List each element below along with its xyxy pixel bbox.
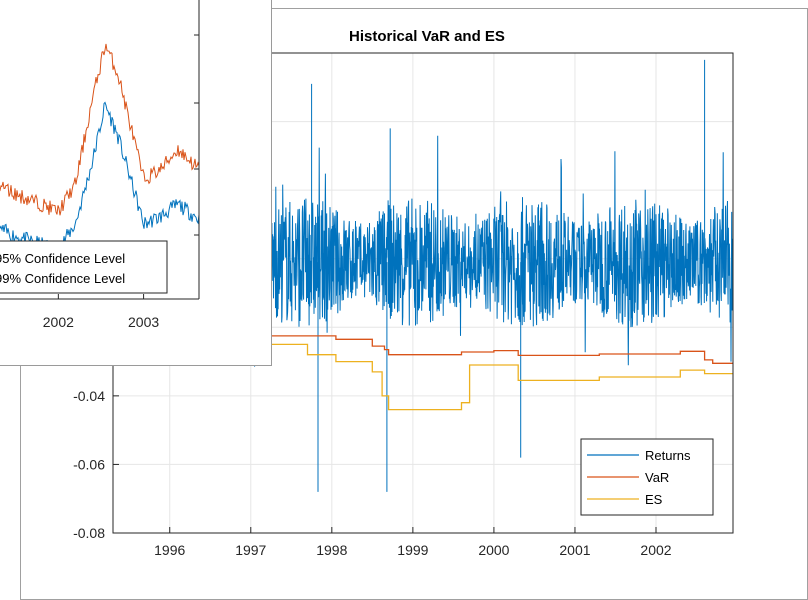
inset-x-tick-label: 2002: [43, 314, 74, 330]
y-tick-label: -0.06: [73, 456, 105, 472]
legend: Returns VaR ES: [580, 438, 714, 516]
series-es-line: [113, 343, 733, 411]
chart-title: Historical VaR and ES: [349, 28, 505, 45]
series-var-line: [113, 335, 733, 364]
x-tick-label: 2002: [640, 542, 671, 558]
legend-label: Returns: [645, 448, 691, 463]
main-chart: 1996 1997 1998 1999 2000 2001 2002 -0.08-0.06-…: [73, 28, 734, 558]
x-ticks: 1996 1997 1998 1999 2000 2001 2002: [154, 527, 672, 558]
inset-x-tick-label: 2003: [128, 314, 159, 330]
series-lines: [113, 59, 733, 492]
x-tick-label: 2001: [559, 542, 590, 558]
legend-label: VaR: [645, 470, 669, 485]
inset-series-line-99: [0, 43, 199, 216]
inset-series-line-95: [0, 101, 199, 258]
x-tick-label: 1999: [397, 542, 428, 558]
y-tick-label: -0.08: [73, 525, 105, 541]
series-lines: [0, 43, 199, 258]
x-tick-label: 1998: [316, 542, 347, 558]
y-tick-label: -0.04: [73, 388, 105, 404]
inset-legend-label: 95% Confidence Level: [0, 251, 125, 266]
x-tick-label: 2000: [478, 542, 509, 558]
x-tick-label: 1996: [154, 542, 185, 558]
plot-area-frame: [0, 0, 200, 300]
legend: 95% Confidence Level 99% Confidence Level: [0, 240, 168, 294]
x-ticks: 00120022003: [43, 294, 159, 330]
legend-label: ES: [645, 492, 663, 507]
y-ticks: -0.08 -0.06 -0.04: [73, 388, 119, 541]
inset-legend-box: [0, 240, 168, 294]
x-tick-label: 1997: [235, 542, 266, 558]
series-returns-line: [113, 59, 733, 492]
inset-legend-label: 99% Confidence Level: [0, 271, 125, 286]
